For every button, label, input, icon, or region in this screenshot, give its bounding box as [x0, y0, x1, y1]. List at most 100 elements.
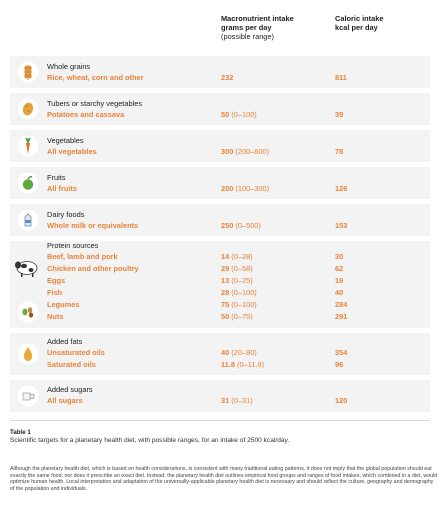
row-dairy: Dairy foods Whole milk or equivalents 25…	[10, 204, 430, 236]
carrot-icon	[17, 135, 39, 157]
item-kcal: 39	[335, 110, 344, 119]
grams-value: 300	[221, 147, 234, 156]
item-name: Legumes	[47, 300, 80, 309]
grams-value: 200	[221, 184, 234, 193]
grams-value: 29	[221, 264, 230, 273]
grams-range: (0–100)	[231, 300, 257, 309]
item-name: Whole milk or equivalents	[47, 221, 139, 230]
row-tubers: Tubers or starchy vegetables Potatoes an…	[10, 93, 430, 125]
header-cal-title-2: kcal per day	[335, 23, 378, 32]
grams-range: (20–80)	[231, 348, 257, 357]
item-grams: 75 (0–100)	[221, 300, 257, 309]
header-cal-title-1: Caloric intake	[335, 14, 384, 23]
row-added-fats: Added fats Unsaturated oils 40 (20–80) 3…	[10, 333, 430, 375]
item-name: Nuts	[47, 312, 64, 321]
category-label: Protein sources	[47, 241, 99, 250]
item-kcal: 62	[335, 264, 344, 273]
grams-value: 28	[221, 288, 230, 297]
item-kcal: 284	[335, 300, 348, 309]
item-name: Chicken and other poultry	[47, 264, 139, 273]
row-vegetables: Vegetables All vegetables 300 (200–600) …	[10, 130, 430, 162]
header-macronutrient: Macronutrient intake grams per day (poss…	[221, 14, 331, 41]
item-kcal: 78	[335, 147, 344, 156]
table-label: Table 1	[10, 429, 31, 436]
grams-range: (0–31)	[231, 396, 253, 405]
grams-value: 50	[221, 312, 230, 321]
item-kcal: 96	[335, 360, 344, 369]
item-name: All vegetables	[47, 147, 97, 156]
category-label: Fruits	[47, 173, 66, 182]
item-kcal: 153	[335, 221, 348, 230]
grams-value: 40	[221, 348, 230, 357]
item-grams: 250 (0–500)	[221, 221, 261, 230]
item-grams: 13 (0–25)	[221, 276, 253, 285]
category-label: Added fats	[47, 337, 83, 346]
apple-icon	[17, 172, 39, 194]
item-kcal: 30	[335, 252, 344, 261]
grams-range: (0–28)	[231, 252, 253, 261]
grams-range: (0–100)	[231, 110, 257, 119]
grams-value: 232	[221, 73, 234, 82]
item-kcal: 19	[335, 276, 344, 285]
row-added-sugars: Added sugars All sugars 31 (0–31) 120	[10, 380, 430, 412]
item-name: All fruits	[47, 184, 77, 193]
grams-range: (0–58)	[231, 264, 253, 273]
item-name: Eggs	[47, 276, 66, 285]
item-grams: 28 (0–100)	[221, 288, 257, 297]
legumes-icon	[17, 301, 39, 323]
item-grams: 11.8 (0–11.8)	[221, 360, 264, 369]
grams-range: (200–600)	[235, 147, 270, 156]
item-grams: 50 (0–75)	[221, 312, 253, 321]
category-label: Vegetables	[47, 136, 84, 145]
item-grams: 31 (0–31)	[221, 396, 253, 405]
grams-value: 31	[221, 396, 230, 405]
header-macro-sub: (possible range)	[221, 32, 274, 41]
footnote: Although the planetary health diet, whic…	[10, 466, 438, 492]
potato-icon	[17, 98, 39, 120]
grams-range: (0–11.8)	[237, 360, 265, 369]
item-grams: 232	[221, 73, 233, 82]
item-name: Unsaturated oils	[47, 348, 105, 357]
item-grams: 29 (0–58)	[221, 264, 253, 273]
sugar-cube-icon	[17, 385, 39, 407]
item-grams: 50 (0–100)	[221, 110, 257, 119]
grams-value: 13	[221, 276, 230, 285]
item-kcal: 120	[335, 396, 348, 405]
item-name: Potatoes and cassava	[47, 110, 125, 119]
item-grams: 300 (200–600)	[221, 147, 269, 156]
item-name: Rice, wheat, corn and other	[47, 73, 144, 82]
item-grams: 14 (0–28)	[221, 252, 253, 261]
item-name: Beef, lamb and pork	[47, 252, 118, 261]
grams-value: 250	[221, 221, 234, 230]
item-name: Fish	[47, 288, 63, 297]
item-name: Saturated oils	[47, 360, 96, 369]
wheat-icon	[17, 61, 39, 83]
cow-icon	[15, 261, 38, 277]
item-kcal: 291	[335, 312, 348, 321]
header-macro-title-2: grams per day	[221, 23, 272, 32]
row-protein: Protein sources Beef, lamb and pork 14 (…	[10, 241, 430, 328]
category-label: Whole grains	[47, 62, 91, 71]
grams-value: 11.8	[221, 360, 235, 369]
header-macro-title-1: Macronutrient intake	[221, 14, 294, 23]
category-label: Dairy foods	[47, 210, 85, 219]
item-kcal: 354	[335, 348, 348, 357]
oil-drop-icon	[17, 343, 39, 365]
grams-value: 75	[221, 300, 230, 309]
item-kcal: 40	[335, 288, 344, 297]
row-whole-grains: Whole grains Rice, wheat, corn and other…	[10, 56, 430, 88]
item-grams: 40 (20–80)	[221, 348, 257, 357]
item-name: All sugars	[47, 396, 83, 405]
item-grams: 200 (100–300)	[221, 184, 269, 193]
grams-value: 50	[221, 110, 230, 119]
divider	[10, 420, 430, 421]
row-fruits: Fruits All fruits 200 (100–300) 126	[10, 167, 430, 199]
grams-range: (0–100)	[231, 288, 257, 297]
table-caption: Scientific targets for a planetary healt…	[10, 437, 290, 444]
grams-range: (100–300)	[235, 184, 270, 193]
grams-value: 14	[221, 252, 230, 261]
item-kcal: 126	[335, 184, 348, 193]
grams-range: (0–75)	[231, 312, 253, 321]
grams-range: (0–25)	[231, 276, 253, 285]
